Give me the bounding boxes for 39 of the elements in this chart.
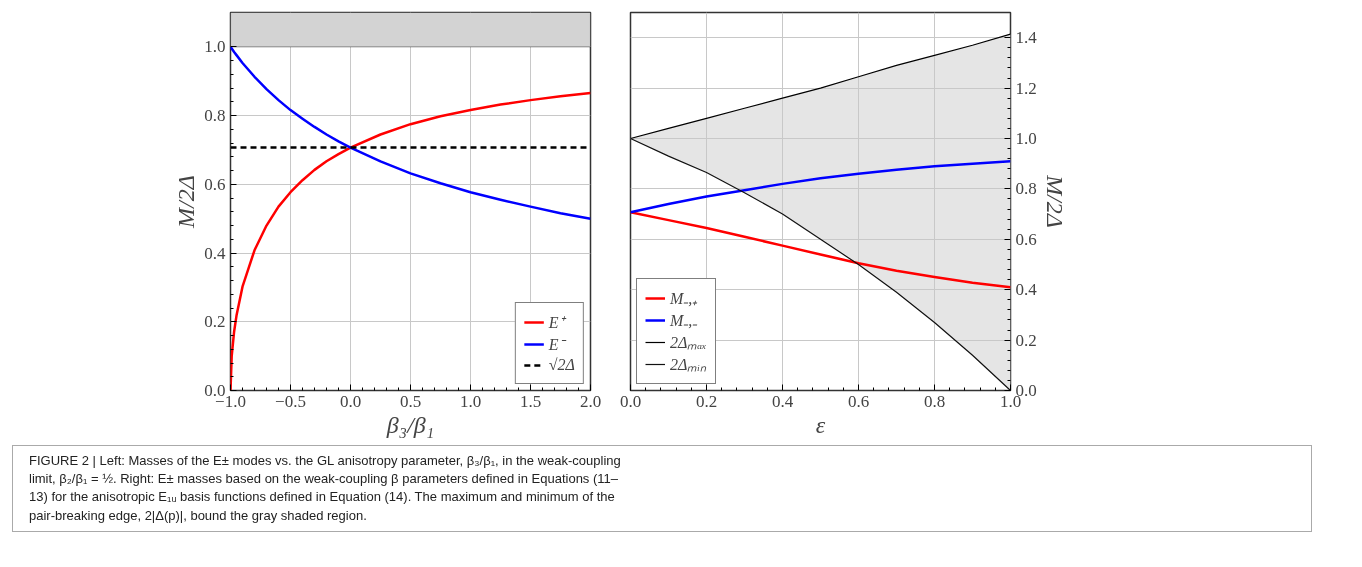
legend-label: 2Δₘₐₓ xyxy=(670,333,707,353)
y2-tick-label: 1.4 xyxy=(1015,28,1038,48)
x-tick-label: 0.0 xyxy=(619,391,642,411)
legend-label: M₋,₊ xyxy=(670,289,698,309)
x-tick-label: 0.5 xyxy=(399,391,422,411)
x-tick-label: −0.5 xyxy=(275,391,306,411)
y-tick-label: 0.6 xyxy=(204,174,226,194)
y-tick-label: 0.2 xyxy=(204,312,226,332)
x-tick-label: 0.0 xyxy=(339,391,362,411)
line-series xyxy=(630,159,1011,214)
line-series xyxy=(630,137,1011,391)
x-tick-label: 1.5 xyxy=(519,391,542,411)
y2-axis-title: M/2Δ xyxy=(1041,174,1068,228)
legend-label: √2Δ xyxy=(548,356,575,374)
x-axis-title: ε xyxy=(815,411,826,438)
y2-tick-label: 1.0 xyxy=(1015,129,1037,148)
legend-label: E⁺ xyxy=(548,313,568,333)
line-series xyxy=(630,211,1011,289)
x-tick-label: 0.8 xyxy=(923,391,946,411)
y-tick-label: 0.8 xyxy=(204,106,226,126)
legend-label: E⁻ xyxy=(548,335,568,355)
y2-tick-label: 0.6 xyxy=(1015,229,1037,249)
y-tick-label: 0.4 xyxy=(204,243,226,263)
x-tick-label: 0.2 xyxy=(695,391,718,411)
y2-tick-label: 0.2 xyxy=(1015,330,1037,350)
y-tick-label: 1.0 xyxy=(204,37,226,57)
caption: FIGURE 2 | Left: Masses of the E± modes vs. the GL anisotropy parameter, β₃/β₁, in the weak-coupling limit, β₂/β₁ = ½. Right: E± masses based on the weak-coupling β parameters defined in Equations (11–13) for the anisotropic E₁ᵤ basis functions defined in Equation (14). The maximum and minimum of the pair-breaking edge, 2|Δ(p)|, bound the gray shaded region. xyxy=(29,452,622,525)
legend-label: 2Δₘᵢₙ xyxy=(670,355,706,375)
y2-tick-label: 0.8 xyxy=(1015,179,1037,199)
x-tick-label: 1.0 xyxy=(459,391,482,411)
legend-label: M₋,₋ xyxy=(670,311,698,331)
x-tick-label: 0.4 xyxy=(771,391,794,411)
y-axis-title: M/2Δ xyxy=(173,175,200,229)
y2-tick-label: 1.2 xyxy=(1015,78,1037,98)
x-axis-title: β₃/β₁ xyxy=(385,411,435,438)
line-series xyxy=(230,45,591,220)
x-tick-label: 0.6 xyxy=(847,391,870,411)
x-tick-label: 2.0 xyxy=(579,391,602,411)
y2-tick-label: 0.4 xyxy=(1015,280,1038,300)
